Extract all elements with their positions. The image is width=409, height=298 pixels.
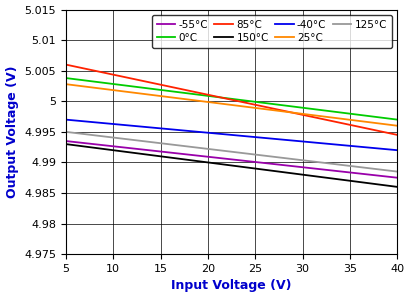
-55°C: [394, 176, 399, 179]
150°C: [265, 168, 270, 172]
85°C: [63, 63, 68, 66]
85°C: [342, 122, 347, 126]
25°C: [260, 107, 265, 111]
-40°C: [63, 118, 68, 121]
125°C: [363, 166, 368, 170]
-55°C: [63, 139, 68, 143]
85°C: [259, 104, 264, 108]
-55°C: [363, 173, 368, 176]
Line: 25°C: 25°C: [66, 84, 396, 126]
Line: -55°C: -55°C: [66, 141, 396, 178]
Line: -40°C: -40°C: [66, 119, 396, 150]
85°C: [64, 63, 69, 67]
-55°C: [342, 170, 347, 174]
0°C: [394, 118, 399, 121]
125°C: [394, 170, 399, 173]
125°C: [265, 154, 270, 158]
85°C: [363, 127, 368, 130]
Y-axis label: Output Voltage (V): Output Voltage (V): [6, 66, 18, 198]
-40°C: [394, 148, 399, 152]
Legend: -55°C, 0°C, 85°C, 150°C, -40°C, 25°C, 125°C: -55°C, 0°C, 85°C, 150°C, -40°C, 25°C, 12…: [151, 15, 391, 48]
-40°C: [363, 145, 368, 149]
150°C: [342, 179, 347, 182]
0°C: [63, 76, 68, 80]
0°C: [363, 114, 368, 117]
25°C: [342, 117, 347, 121]
0°C: [259, 101, 264, 105]
125°C: [259, 153, 264, 157]
150°C: [363, 181, 368, 185]
-40°C: [265, 136, 270, 140]
Line: 0°C: 0°C: [66, 78, 396, 119]
25°C: [259, 107, 264, 111]
125°C: [63, 130, 68, 134]
25°C: [363, 120, 368, 124]
25°C: [64, 83, 69, 86]
-55°C: [64, 139, 69, 143]
125°C: [342, 164, 347, 167]
-40°C: [259, 136, 264, 139]
25°C: [394, 124, 399, 128]
-55°C: [260, 161, 265, 165]
150°C: [64, 142, 69, 146]
85°C: [394, 133, 399, 137]
Line: 85°C: 85°C: [66, 65, 396, 135]
-40°C: [342, 144, 347, 147]
0°C: [260, 101, 265, 105]
0°C: [265, 102, 270, 105]
-55°C: [259, 161, 264, 164]
0°C: [64, 76, 69, 80]
Line: 150°C: 150°C: [66, 144, 396, 187]
150°C: [260, 168, 265, 171]
X-axis label: Input Voltage (V): Input Voltage (V): [171, 280, 291, 292]
Line: 125°C: 125°C: [66, 132, 396, 172]
150°C: [259, 168, 264, 171]
-40°C: [260, 136, 265, 140]
-40°C: [64, 118, 69, 122]
150°C: [394, 185, 399, 189]
85°C: [265, 106, 270, 109]
25°C: [265, 108, 270, 111]
125°C: [64, 130, 69, 134]
150°C: [63, 142, 68, 146]
0°C: [342, 111, 347, 115]
85°C: [260, 105, 265, 108]
-55°C: [265, 162, 270, 165]
125°C: [260, 154, 265, 157]
25°C: [63, 82, 68, 86]
